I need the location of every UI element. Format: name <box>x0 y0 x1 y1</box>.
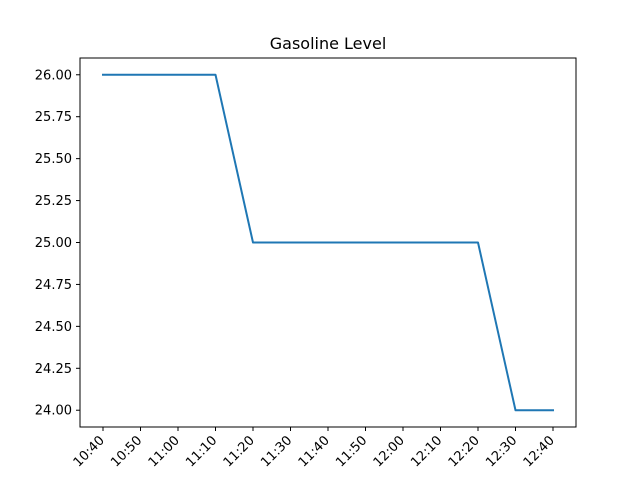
y-tick-label: 24.75 <box>35 278 72 293</box>
y-tick-label: 25.25 <box>35 194 72 209</box>
y-tick-label: 24.50 <box>35 320 72 335</box>
y-tick-label: 25.50 <box>35 152 72 167</box>
axes-frame <box>79 57 577 428</box>
chart-title: Gasoline Level <box>270 34 387 53</box>
y-tick-label: 25.75 <box>35 110 72 125</box>
y-tick-label: 26.00 <box>35 68 72 83</box>
y-tick-label: 25.00 <box>35 236 72 251</box>
y-tick-label: 24.25 <box>35 362 72 377</box>
y-tick-label: 24.00 <box>35 404 72 419</box>
